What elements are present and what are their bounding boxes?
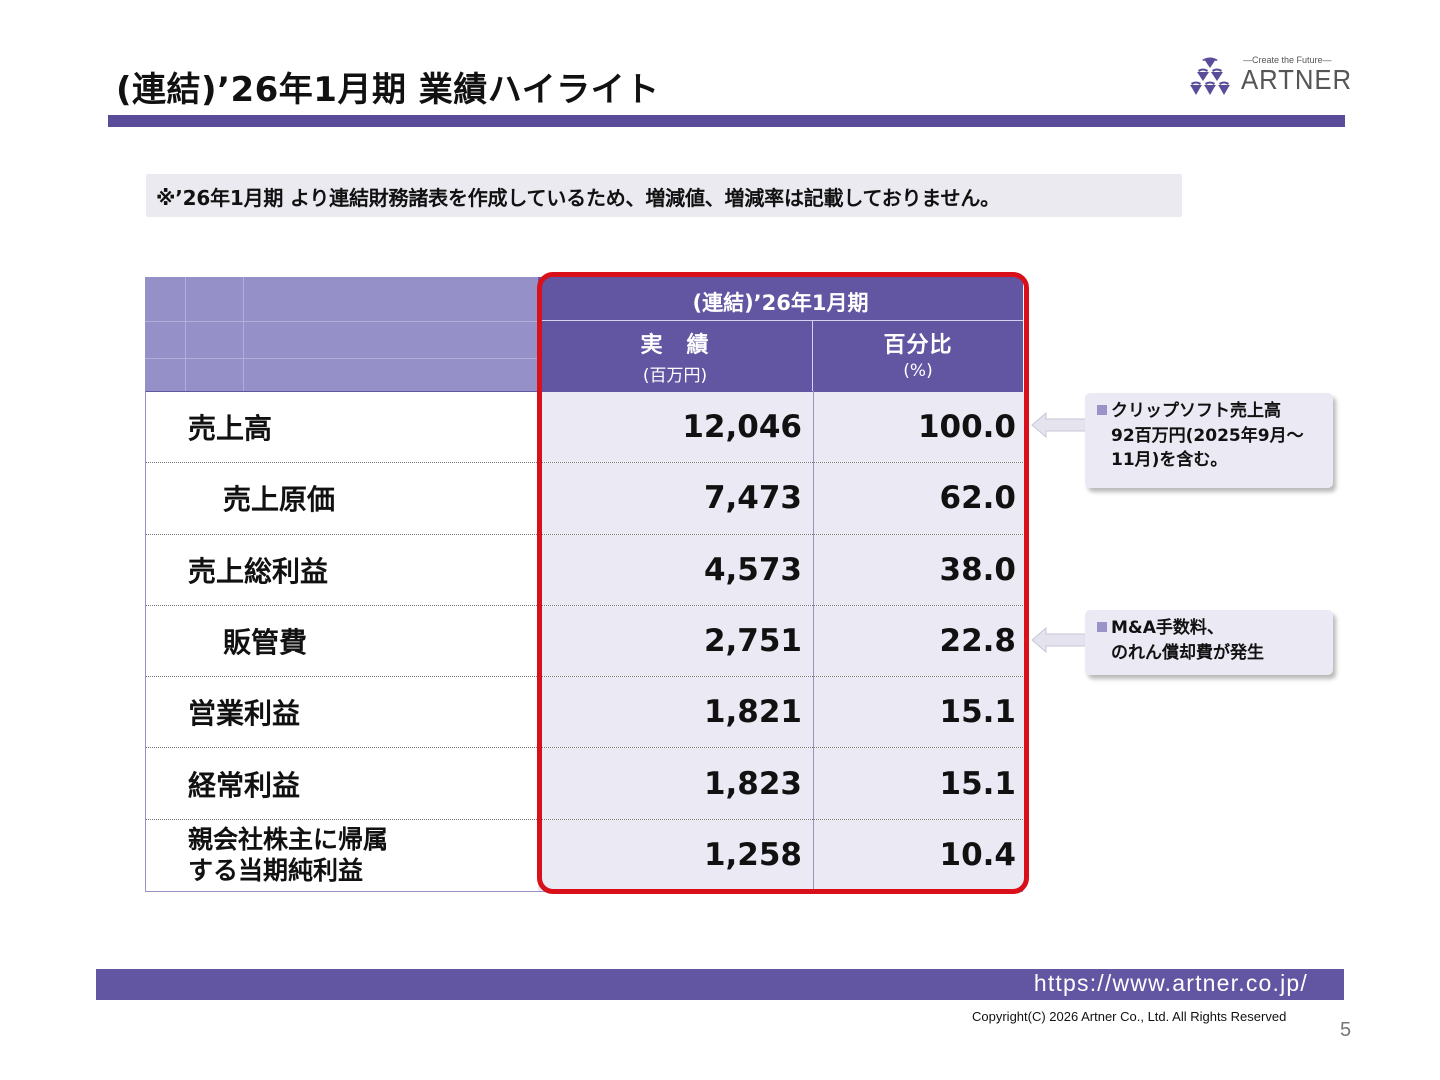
row-label: 営業利益 bbox=[188, 697, 301, 731]
column-header-unit: (百万円) bbox=[642, 366, 708, 386]
table-row-ordinary-income: 経常利益 1,823 15.1 bbox=[146, 748, 1024, 820]
footer-bar: https://www.artner.co.jp/ bbox=[96, 969, 1344, 1000]
percent-value: 100.0 bbox=[917, 409, 1016, 446]
callout-line: M&A手数料、 bbox=[1111, 618, 1224, 638]
actual-value: 7,473 bbox=[703, 480, 802, 517]
header-grid-line bbox=[243, 277, 244, 391]
row-label: 売上高 bbox=[188, 412, 273, 446]
artner-logo-mark-icon bbox=[1190, 57, 1230, 95]
cell-background bbox=[538, 605, 1024, 677]
table-row-cost-of-sales: 売上原価 7,473 62.0 bbox=[146, 463, 1024, 535]
cell-background bbox=[538, 819, 1024, 892]
row-label: 売上原価 bbox=[223, 483, 336, 517]
row-label: 売上総利益 bbox=[188, 554, 329, 588]
column-header-percent: 百分比 (%) bbox=[813, 321, 1023, 391]
row-label: 販管費 bbox=[223, 626, 308, 660]
cell-background bbox=[538, 534, 1024, 605]
column-header-label: 百分比 bbox=[883, 333, 953, 358]
header-grid-line bbox=[145, 321, 538, 322]
actual-value: 1,821 bbox=[703, 694, 802, 731]
callout-arrow-left-icon bbox=[1031, 411, 1086, 439]
consolidation-notice: ※’26年1月期 より連結財務諸表を作成しているため、増減値、増減率は記載してお… bbox=[146, 174, 1182, 217]
actual-value: 4,573 bbox=[703, 551, 802, 588]
logo-tagline: —Create the Future— bbox=[1243, 55, 1332, 65]
callout-line: クリップソフト売上高 bbox=[1111, 401, 1281, 421]
table-row-gross-profit: 売上総利益 4,573 38.0 bbox=[146, 534, 1024, 606]
percent-value: 62.0 bbox=[939, 480, 1017, 517]
column-separator bbox=[813, 391, 814, 891]
column-header-actual: 実 績 (百万円) bbox=[538, 321, 813, 391]
header-grid-line bbox=[145, 358, 538, 359]
percent-value: 15.1 bbox=[939, 694, 1017, 731]
callout-arrow-left-icon bbox=[1031, 626, 1086, 654]
actual-value: 12,046 bbox=[682, 409, 802, 446]
callout-line: 11月)を含む。 bbox=[1111, 450, 1228, 471]
table-row-net-income: 親会社株主に帰属 する当期純利益 1,258 10.4 bbox=[146, 819, 1024, 892]
page-number: 5 bbox=[1340, 1019, 1352, 1041]
percent-value: 38.0 bbox=[939, 551, 1017, 588]
cell-background bbox=[538, 392, 1024, 463]
title-underline-bar bbox=[108, 115, 1345, 127]
row-label: 経常利益 bbox=[188, 768, 301, 802]
square-bullet-icon bbox=[1097, 622, 1107, 632]
table-row-sga: 販管費 2,751 22.8 bbox=[146, 605, 1024, 678]
table-header-blank bbox=[145, 277, 538, 391]
copyright-text: Copyright(C) 2026 Artner Co., Ltd. All R… bbox=[972, 1009, 1287, 1024]
table-row-net-sales: 売上高 12,046 100.0 bbox=[146, 392, 1024, 464]
table-header-period: (連結)’26年1月期 実 績 (百万円) 百分比 (%) bbox=[538, 277, 1023, 391]
table-body: 売上高 12,046 100.0 売上原価 7,473 62.0 売上総利益 4… bbox=[145, 391, 1024, 893]
logo-wordmark: ARTNER bbox=[1241, 64, 1352, 95]
percent-value: 10.4 bbox=[939, 837, 1017, 874]
website-link[interactable]: https://www.artner.co.jp/ bbox=[1033, 970, 1308, 996]
cell-background bbox=[538, 463, 1024, 534]
period-header: (連結)’26年1月期 bbox=[538, 277, 1023, 321]
percent-value: 22.8 bbox=[939, 623, 1017, 660]
cell-background bbox=[538, 748, 1024, 819]
actual-value: 1,823 bbox=[703, 765, 802, 802]
cell-background bbox=[538, 677, 1024, 748]
table-row-operating-income: 営業利益 1,821 15.1 bbox=[146, 677, 1024, 749]
row-label-line2: する当期純利益 bbox=[188, 856, 364, 886]
column-header-unit: (%) bbox=[903, 361, 933, 381]
callout-line: のれん償却費が発生 bbox=[1111, 642, 1264, 663]
header-grid-line bbox=[185, 277, 186, 391]
company-logo: —Create the Future— ARTNER bbox=[1185, 55, 1351, 105]
callout-ma-fees: M&A手数料、 のれん償却費が発生 bbox=[1085, 610, 1333, 675]
row-label: 親会社株主に帰属 する当期純利益 bbox=[188, 820, 388, 891]
actual-value: 1,258 bbox=[703, 837, 802, 874]
callout-line: 92百万円(2025年9月～ bbox=[1111, 425, 1304, 446]
page-title: (連結)’26年1月期 業績ハイライト bbox=[116, 70, 660, 110]
row-label-line1: 親会社株主に帰属 bbox=[188, 825, 389, 855]
column-header-label: 実 績 bbox=[640, 333, 710, 358]
square-bullet-icon bbox=[1097, 405, 1107, 415]
callout-clipsoft-sales: クリップソフト売上高 92百万円(2025年9月～ 11月)を含む。 bbox=[1085, 393, 1333, 488]
actual-value: 2,751 bbox=[703, 623, 802, 660]
percent-value: 15.1 bbox=[939, 765, 1017, 802]
